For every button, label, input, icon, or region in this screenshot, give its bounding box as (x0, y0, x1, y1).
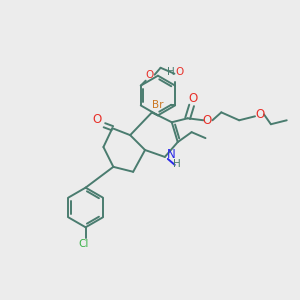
Text: O: O (255, 108, 265, 121)
Text: O: O (175, 67, 183, 77)
Text: H: H (167, 67, 175, 77)
Text: O: O (188, 92, 197, 105)
Text: H: H (173, 159, 181, 169)
Text: N: N (167, 148, 175, 161)
Text: Cl: Cl (78, 239, 89, 249)
Text: O: O (146, 70, 154, 80)
Text: O: O (93, 113, 102, 126)
Text: Br: Br (152, 100, 163, 110)
Text: O: O (203, 114, 212, 127)
